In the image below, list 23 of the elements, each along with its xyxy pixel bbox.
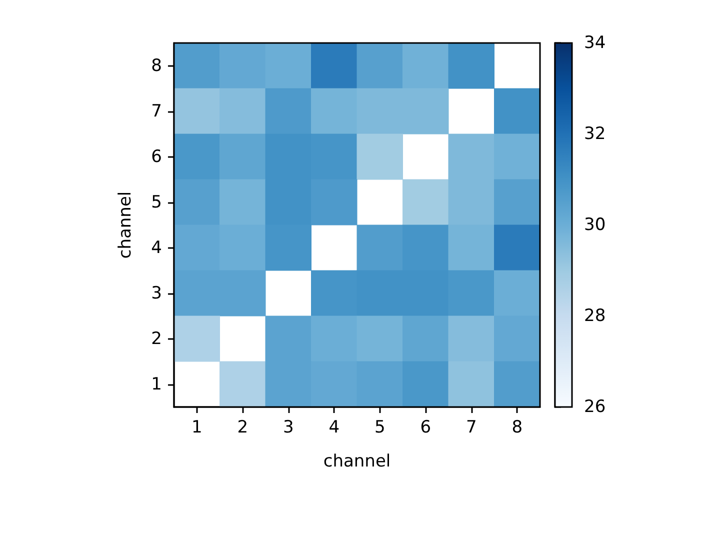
y-tick-label: 7 (151, 101, 162, 122)
x-tick-label: 7 (466, 418, 477, 438)
y-tick-label: 1 (151, 374, 162, 394)
x-tick-label: 2 (237, 418, 248, 438)
x-tick-label: 3 (282, 418, 294, 438)
y-tick-label: 5 (151, 192, 162, 212)
x-axis-title: channel (323, 452, 391, 472)
y-tick-label: 3 (151, 283, 162, 304)
color-bar-label: 30 (584, 215, 606, 235)
x-tick-label: 8 (512, 418, 523, 438)
y-tick-label: 8 (151, 56, 162, 76)
x-tick-label: 5 (374, 418, 386, 438)
color-bar-label: 28 (584, 306, 606, 326)
color-bar-label: 32 (584, 124, 606, 144)
x-tick-label: 6 (420, 418, 432, 438)
x-tick-label: 1 (191, 418, 202, 438)
y-tick-label: 6 (151, 146, 162, 167)
y-tick-label: 4 (151, 238, 162, 258)
x-tick-label: 4 (328, 418, 340, 438)
color-bar-label: 26 (584, 397, 606, 417)
y-tick-label: 2 (151, 328, 162, 349)
color-bar-label: 34 (584, 33, 606, 53)
y-axis-title: channel (116, 191, 136, 259)
